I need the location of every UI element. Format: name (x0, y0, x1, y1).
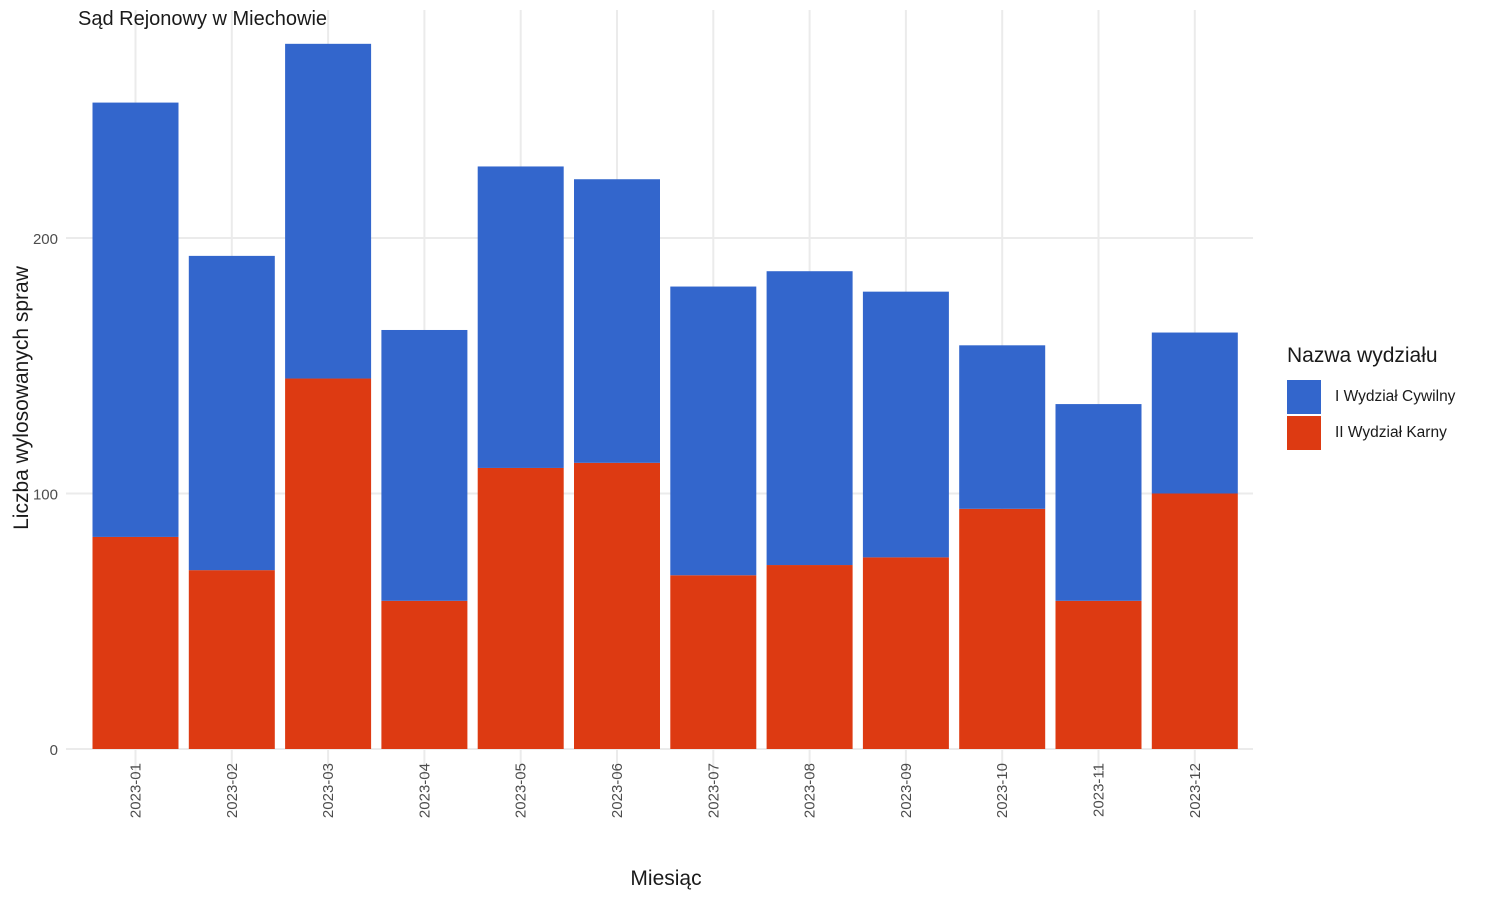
legend-item-criminal: II Wydział Karny (1287, 415, 1455, 451)
chart-title: Sąd Rejonowy w Miechowie (78, 8, 328, 30)
bar-segment (1055, 600, 1142, 749)
bar-segment (862, 557, 949, 749)
x-tick-label: 2023-09 (898, 763, 915, 818)
x-tick-label: 2023-01 (128, 763, 145, 818)
x-tick-label: 2023-12 (1187, 763, 1204, 818)
legend-swatch-civil (1287, 380, 1321, 414)
y-tick-label: 100 (33, 487, 58, 504)
bar-segment (381, 329, 468, 601)
bar-segment (862, 291, 949, 558)
bar-segment (92, 536, 179, 749)
bar-segment (188, 570, 275, 749)
bar-segment (92, 102, 179, 537)
x-tick-label: 2023-08 (802, 763, 819, 818)
x-tick-label: 2023-05 (513, 763, 530, 818)
bar-segment (959, 508, 1046, 749)
bar-segment (1055, 404, 1142, 601)
bar-segment (959, 345, 1046, 509)
bar-segment (1151, 332, 1238, 494)
legend-label-civil: I Wydział Cywilny (1335, 388, 1456, 405)
bar-segment (477, 467, 564, 749)
bar-segment (766, 271, 853, 566)
bar-segment (285, 43, 372, 379)
x-tick-label: 2023-06 (609, 763, 626, 818)
y-tick-labels: 0 100 200 (33, 231, 58, 759)
bar-segment (574, 462, 660, 749)
bar-segment (670, 286, 757, 576)
bar-segment (1151, 493, 1238, 749)
bar-segment (574, 179, 660, 463)
x-axis-label: Miesiąc (630, 867, 701, 890)
bar-segment (766, 565, 853, 749)
legend: Nazwa wydziału I Wydział Cywilny II Wydz… (1287, 344, 1455, 451)
y-tick-label: 0 (50, 742, 58, 759)
bar-segment (285, 378, 372, 749)
y-axis-label: Liczba wylosowanych spraw (10, 265, 33, 530)
x-tick-label: 2023-10 (994, 763, 1011, 818)
legend-label-criminal: II Wydział Karny (1335, 424, 1447, 441)
bar-segment (477, 166, 564, 468)
x-tick-label: 2023-03 (320, 763, 337, 818)
x-tick-label: 2023-04 (416, 763, 433, 818)
x-tick-label: 2023-11 (1091, 763, 1108, 817)
bar-segment (670, 575, 757, 749)
bars (92, 43, 1238, 749)
bar-segment (381, 600, 468, 749)
legend-title: Nazwa wydziału (1287, 344, 1438, 367)
x-tick-labels: 2023-01 2023-02 2023-03 2023-04 2023-05 2023-… (128, 763, 1204, 818)
x-tick-label: 2023-02 (224, 763, 241, 818)
legend-swatch-criminal (1287, 416, 1321, 450)
x-tick-label: 2023-07 (705, 763, 722, 818)
y-tick-label: 200 (33, 231, 58, 248)
bar-segment (188, 255, 275, 571)
legend-item-civil: I Wydział Cywilny (1287, 379, 1455, 415)
